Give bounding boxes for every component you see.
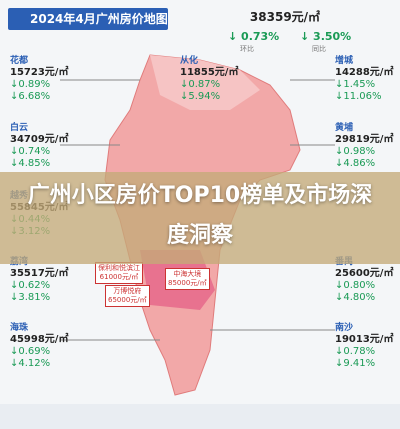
avg-yoy-label: 同比 <box>312 45 326 53</box>
district-yoy: ↓3.81% <box>10 292 51 303</box>
district-price: 35517元/㎡ <box>10 268 69 279</box>
district-yoy: ↓6.68% <box>10 91 51 102</box>
district-name: 花都 <box>10 56 29 66</box>
district-name: 增城 <box>335 56 354 66</box>
district-price: 29819元/㎡ <box>335 134 394 145</box>
project-price: 61000元/㎡ <box>99 273 139 281</box>
avg-mom: ↓ 0.73% <box>228 30 280 43</box>
district-price: 19013元/㎡ <box>335 334 394 345</box>
district-price: 14288元/㎡ <box>335 67 394 78</box>
district-yoy: ↓5.94% <box>180 91 221 102</box>
avg-mom-label: 环比 <box>240 45 254 53</box>
avg-yoy: ↓ 3.50% <box>300 30 352 43</box>
map-title: 2024年4月广州房价地图 <box>8 8 168 30</box>
district: 白云 34709元/㎡ ↓0.74% ↓4.85% <box>10 122 68 170</box>
avg-price: 38359元/㎡ <box>249 10 321 24</box>
district: 花都 15723元/㎡ ↓0.89% ↓6.68% <box>10 55 68 103</box>
project-label: 万博悦府 65000元/㎡ <box>105 285 150 307</box>
district-mom: ↓0.69% <box>10 346 51 357</box>
district-name: 南沙 <box>335 323 354 333</box>
district-price: 11855元/㎡ <box>180 67 239 78</box>
district-mom: ↓0.62% <box>10 280 51 291</box>
project-price: 85000元/㎡ <box>168 279 207 287</box>
project-name: 万博悦府 <box>113 287 142 295</box>
district-yoy: ↓4.80% <box>335 292 376 303</box>
district-price: 15723元/㎡ <box>10 67 69 78</box>
district-mom: ↓0.74% <box>10 146 51 157</box>
footer <box>0 404 400 429</box>
district-name: 白云 <box>10 123 29 133</box>
district: 黄埔 29819元/㎡ ↓0.98% ↓4.86% <box>335 122 393 170</box>
district-yoy: ↓11.06% <box>335 91 382 102</box>
district: 海珠 45998元/㎡ ↓0.69% ↓4.12% <box>10 322 68 370</box>
district-mom: ↓0.80% <box>335 280 376 291</box>
district-mom: ↓0.87% <box>180 79 221 90</box>
overlay-title: 广州小区房价TOP10榜单及市场深度洞察 <box>27 183 373 248</box>
district-price: 34709元/㎡ <box>10 134 69 145</box>
district: 从化 11855元/㎡ ↓0.87% ↓5.94% <box>180 55 238 103</box>
project-label: 中海大境 85000元/㎡ <box>165 268 210 290</box>
district-mom: ↓0.78% <box>335 346 376 357</box>
district-name: 海珠 <box>10 323 29 333</box>
district-yoy: ↓9.41% <box>335 358 376 369</box>
project-name: 保利和悦滨江 <box>98 264 140 272</box>
overlay-band <box>0 172 400 264</box>
district-mom: ↓0.98% <box>335 146 376 157</box>
district-price: 25600元/㎡ <box>335 268 394 279</box>
district-mom: ↓1.45% <box>335 79 376 90</box>
project-name: 中海大境 <box>173 270 202 278</box>
conghua-area <box>150 55 260 110</box>
district-name: 从化 <box>180 56 199 66</box>
district-price: 45998元/㎡ <box>10 334 69 345</box>
district: 南沙 19013元/㎡ ↓0.78% ↓9.41% <box>335 322 393 370</box>
district-yoy: ↓4.85% <box>10 158 51 169</box>
district-mom: ↓0.89% <box>10 79 51 90</box>
district: 增城 14288元/㎡ ↓1.45% ↓11.06% <box>335 55 393 103</box>
district-name: 黄埔 <box>335 123 354 133</box>
district-yoy: ↓4.86% <box>335 158 376 169</box>
district-yoy: ↓4.12% <box>10 358 51 369</box>
project-price: 65000元/㎡ <box>108 296 147 304</box>
project-label: 保利和悦滨江 61000元/㎡ <box>95 262 143 284</box>
